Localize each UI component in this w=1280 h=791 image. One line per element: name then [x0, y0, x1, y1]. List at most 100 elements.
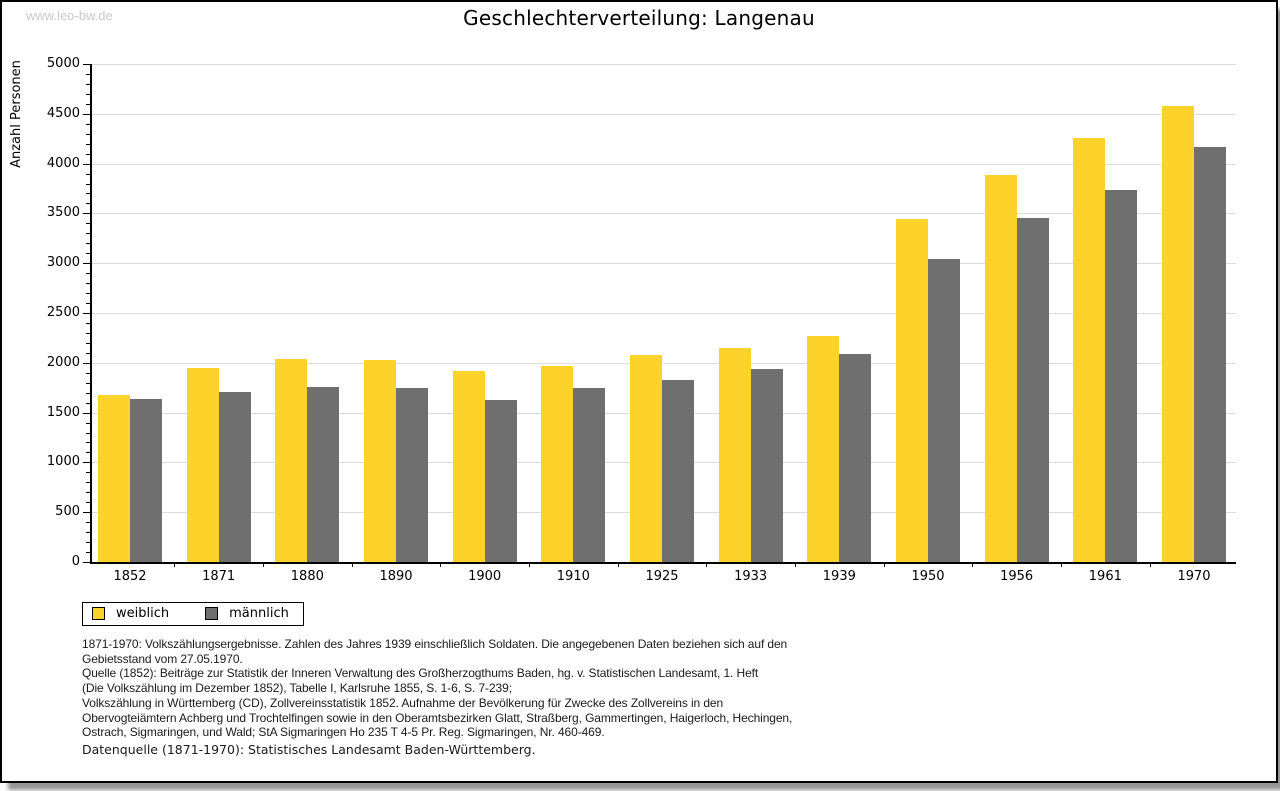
gridline [92, 113, 1236, 115]
y-axis-tick-minor [86, 372, 90, 374]
y-tick-label: 5000 [46, 56, 80, 71]
bar-männlich-1871 [218, 392, 251, 562]
x-tick-label-1925: 1925 [645, 569, 679, 584]
y-tick-label: 3500 [46, 205, 80, 221]
y-axis-tick-minor [86, 342, 90, 344]
gridline [92, 64, 1236, 65]
bar-männlich-1970 [1194, 147, 1226, 562]
legend-swatch-maennlich [205, 607, 219, 620]
y-axis-tick-minor [86, 432, 90, 434]
bar-männlich-1956 [1016, 218, 1049, 562]
y-axis-tick-major [83, 512, 90, 514]
x-axis-tick [1149, 562, 1151, 567]
x-axis-tick [706, 562, 708, 567]
x-axis-tick [174, 562, 176, 567]
y-axis-tick-minor [86, 203, 90, 205]
y-axis-tick-major [83, 263, 90, 265]
x-axis-tick [883, 562, 885, 567]
x-axis-tick [617, 562, 619, 567]
datasource-line: Datenquelle (1871-1970): Statistisches L… [82, 742, 536, 757]
y-axis-tick-minor [86, 173, 90, 175]
y-axis-tick-minor [86, 532, 90, 534]
y-axis-tick-minor [86, 123, 90, 125]
footnote-line: Obervogteiämtern Achberg und Trochtelfin… [82, 710, 793, 725]
x-tick-label-1956: 1956 [1000, 569, 1034, 584]
y-axis-tick-minor [86, 133, 90, 135]
bar-männlich-1933 [750, 369, 783, 562]
x-axis-tick [972, 562, 974, 567]
y-axis-tick-minor [86, 492, 90, 494]
legend-label-weiblich: weiblich [116, 606, 170, 621]
x-tick-label-1961: 1961 [1088, 569, 1122, 584]
y-tick-label: 0 [71, 554, 80, 569]
x-axis-tick [529, 562, 530, 567]
y-tick-label: 2000 [46, 354, 80, 370]
y-axis-tick-minor [86, 93, 90, 95]
y-axis-tick-major [83, 113, 90, 115]
y-tick-label: 500 [55, 504, 80, 520]
x-tick-label-1939: 1939 [822, 569, 856, 584]
y-axis-tick-minor [86, 223, 90, 225]
footnote-line: Volkszählung in Württemberg (CD), Zollve… [82, 695, 724, 710]
y-axis-tick-minor [86, 283, 90, 285]
y-axis-tick-minor [86, 153, 90, 155]
footnote-line: Gebietsstand vom 27.05.1970. [82, 651, 243, 666]
footnote-line: 1871-1970: Volkszählungsergebnisse. Zahl… [82, 637, 788, 651]
y-axis-tick-minor [86, 332, 90, 334]
bar-männlich-1910 [573, 388, 606, 562]
y-axis-tick-minor [86, 73, 90, 75]
y-axis-tick-minor [86, 442, 90, 444]
y-axis-tick-minor [86, 103, 90, 105]
bar-weiblich-1933 [718, 348, 751, 562]
legend-swatch-weiblich [92, 607, 105, 620]
bar-männlich-1852 [130, 399, 162, 562]
bar-weiblich-1900 [452, 371, 485, 562]
footnote-line: Quelle (1852): Beiträge zur Statistik de… [82, 666, 759, 681]
y-tick-label: 2500 [46, 305, 80, 320]
x-tick-label-1933: 1933 [734, 569, 768, 584]
y-axis-tick-minor [86, 352, 90, 354]
watermark: www.leo-bw.de [26, 8, 113, 23]
y-axis-tick-major [83, 412, 90, 414]
chart-title: Geschlechterverteilung: Langenau [463, 6, 815, 30]
gridline [92, 362, 1236, 364]
y-tick-label: 1000 [46, 454, 80, 470]
bar-weiblich-1939 [807, 336, 840, 562]
y-axis-tick-major [83, 313, 90, 314]
y-axis-tick-major [83, 462, 90, 464]
y-axis-tick-minor [86, 402, 90, 404]
bar-weiblich-1880 [275, 359, 308, 562]
x-axis-tick [440, 562, 442, 567]
bar-weiblich-1890 [364, 360, 396, 562]
footnotes: 1871-1970: Volkszählungsergebnisse. Zahl… [82, 637, 912, 740]
bar-weiblich-1970 [1162, 106, 1194, 562]
bar-weiblich-1852 [98, 395, 130, 562]
y-axis-tick-minor [86, 322, 90, 324]
y-axis-tick-minor [86, 392, 90, 394]
y-tick-label: 1500 [46, 404, 80, 420]
bar-männlich-1961 [1105, 190, 1138, 562]
y-axis-tick-minor [86, 243, 90, 245]
legend-label-maennlich: männlich [229, 606, 289, 621]
gridline [92, 263, 1236, 265]
x-tick-label-1880: 1880 [290, 569, 324, 584]
legend-item-weiblich: weiblich [92, 606, 169, 621]
x-axis-tick [351, 562, 353, 567]
footnote-line: Ostrach, Sigmaringen, und Wald; StA Sigm… [82, 725, 605, 740]
gridline [92, 213, 1236, 215]
footnote-line: (Die Volkszählung im Dezember 1852), Tab… [82, 681, 512, 696]
y-axis-tick-minor [86, 452, 90, 454]
y-axis-tick-major [83, 64, 90, 65]
bar-weiblich-1961 [1073, 138, 1106, 562]
y-tick-label: 4500 [46, 105, 80, 121]
y-axis-tick-major [83, 163, 90, 165]
bar-männlich-1950 [928, 259, 960, 562]
bar-weiblich-1950 [896, 219, 928, 562]
x-axis-tick [1061, 562, 1062, 567]
y-axis-tick-minor [86, 422, 90, 424]
x-tick-label-1950: 1950 [911, 569, 945, 584]
legend-item-maennlich: männlich [205, 606, 289, 621]
x-tick-label-1900: 1900 [468, 569, 502, 584]
x-tick-label-1970: 1970 [1177, 569, 1211, 584]
